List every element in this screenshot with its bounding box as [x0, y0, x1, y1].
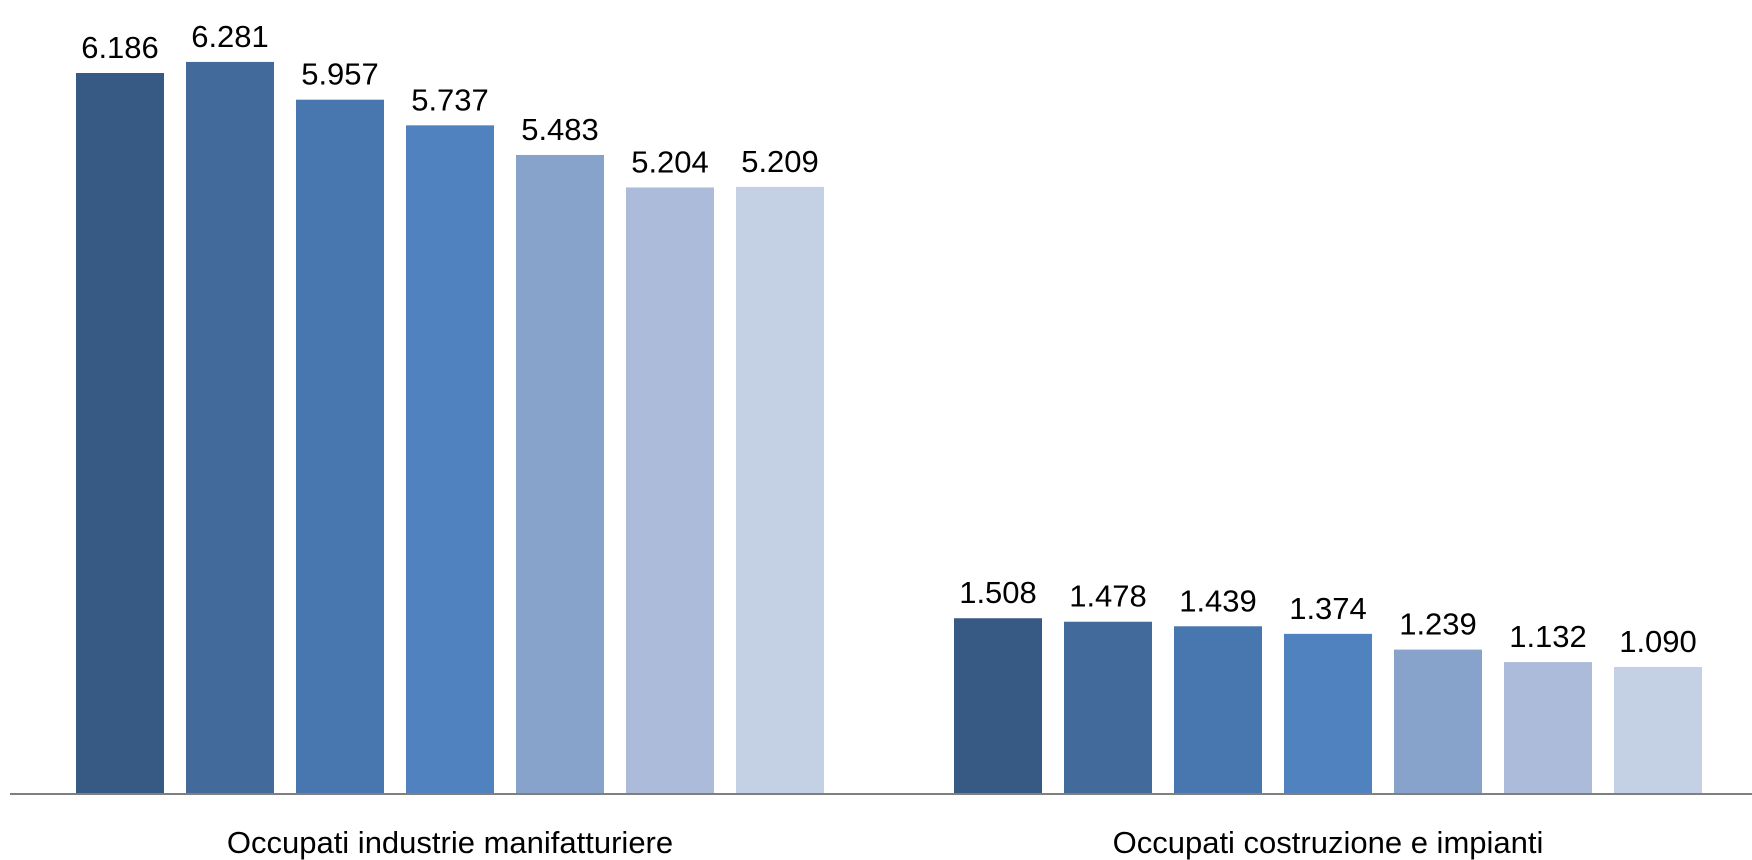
- bar-2-3: [1174, 626, 1262, 794]
- data-label-1-3: 5.957: [301, 57, 379, 92]
- bar-1-5: [516, 154, 604, 794]
- category-labels-layer: Occupati industrie manifatturiere Occupat…: [227, 825, 1544, 860]
- data-label-1-4: 5.737: [411, 82, 489, 117]
- category-label-1: Occupati industrie manifatturiere: [227, 825, 673, 860]
- bar-1-4: [406, 125, 494, 795]
- data-label-1-2: 6.281: [191, 19, 269, 54]
- bar-1-1: [76, 73, 164, 794]
- data-label-1-1: 6.186: [81, 30, 159, 65]
- data-label-1-5: 5.483: [521, 112, 599, 147]
- bar-1-3: [296, 99, 384, 795]
- bars-layer: [76, 61, 1702, 795]
- bar-2-6: [1504, 662, 1592, 794]
- data-label-1-6: 5.204: [631, 144, 709, 179]
- data-label-2-7: 1.090: [1619, 624, 1697, 659]
- data-labels-layer: 6.186 6.281 5.957 5.737 5.483 5.204 5.209 1.508…: [81, 19, 1697, 659]
- bar-2-2: [1064, 621, 1152, 794]
- bar-1-6: [626, 187, 714, 794]
- data-label-2-1: 1.508: [959, 575, 1037, 610]
- bar-2-5: [1394, 649, 1482, 794]
- data-label-2-4: 1.374: [1289, 591, 1367, 626]
- bar-2-1: [954, 618, 1042, 794]
- category-label-2: Occupati costruzione e impianti: [1113, 825, 1544, 860]
- bar-1-7: [736, 186, 824, 794]
- data-label-1-7: 5.209: [741, 144, 819, 179]
- data-label-2-5: 1.239: [1399, 607, 1477, 642]
- bar-2-4: [1284, 633, 1372, 794]
- data-label-2-6: 1.132: [1509, 619, 1587, 654]
- data-label-2-3: 1.439: [1179, 583, 1257, 618]
- bar-2-7: [1614, 666, 1702, 794]
- data-label-2-2: 1.478: [1069, 579, 1147, 614]
- bar-1-2: [186, 61, 274, 794]
